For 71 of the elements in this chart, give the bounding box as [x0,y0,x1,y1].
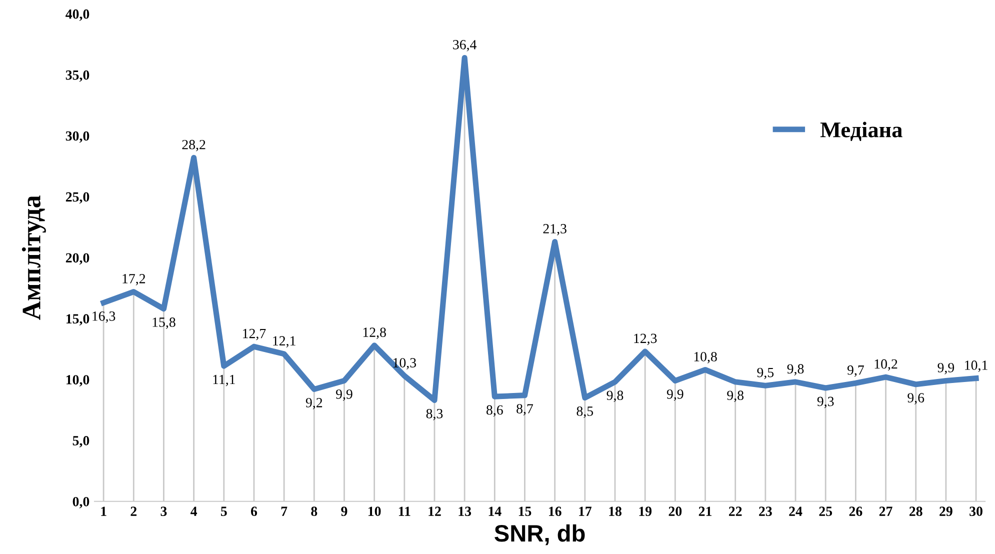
x-tick-label: 15 [518,506,532,516]
x-tick-label: 2 [130,506,137,516]
data-label: 12,3 [634,334,657,346]
data-label: 9,8 [727,390,744,402]
y-tick-label: 5,0 [72,436,90,448]
x-tick-label: 1 [101,506,106,516]
x-tick-label: 30 [970,506,982,516]
data-label: 9,9 [666,389,684,401]
x-tick-label: 23 [759,506,772,516]
x-tick-label: 16 [549,506,562,516]
x-tick-label: 14 [488,506,502,516]
x-tick-label: 20 [668,506,682,516]
y-tick-label: 20,0 [66,253,90,265]
y-tick-label: 15,0 [66,314,90,326]
data-label: 12,1 [273,336,296,348]
data-label: 16,3 [92,311,116,323]
x-tick-label: 28 [909,506,922,516]
y-tick-label: 30,0 [66,131,90,143]
x-tick-label: 8 [311,506,318,516]
y-tick-label: 40,0 [66,9,90,21]
data-label: 10,8 [694,352,717,364]
x-tick-label: 6 [250,506,258,516]
x-tick-label: 26 [849,506,862,516]
data-label: 9,7 [847,365,864,377]
y-tick-label: 25,0 [66,192,90,204]
data-label: 17,2 [122,274,146,286]
y-tick-label: 35,0 [66,70,90,82]
data-label: 8,3 [426,408,443,420]
data-label: 8,5 [576,406,594,418]
x-tick-label: 27 [879,506,892,516]
x-tick-label: 13 [458,506,472,516]
y-axis-title: Амплітуда [22,195,46,320]
data-label: 10,1 [965,360,988,372]
data-label: 9,6 [908,393,924,404]
y-tick-label: 10,0 [66,375,90,386]
data-label: 9,9 [938,363,954,374]
x-tick-label: 25 [819,506,832,516]
data-label: 12,8 [363,328,386,339]
data-label: 12,7 [243,328,266,340]
x-tick-label: 21 [698,506,712,516]
data-label: 28,2 [182,140,206,152]
x-tick-label: 24 [789,506,802,516]
x-tick-label: 22 [728,506,742,516]
data-label: 10,2 [874,359,898,371]
x-tick-label: 18 [609,506,622,516]
data-label: 9,8 [606,390,624,402]
data-label: 9,3 [817,396,834,408]
x-tick-label: 17 [579,506,592,516]
data-label: 9,2 [306,398,322,410]
x-tick-label: 7 [281,506,288,516]
x-tick-label: 9 [341,506,348,516]
x-tick-label: 4 [190,506,198,516]
x-tick-label: 3 [160,506,167,516]
legend-label: Медіана [820,122,902,142]
data-label: 8,6 [486,405,503,417]
x-tick-label: 12 [428,506,441,516]
y-tick-label: 0,0 [72,496,90,508]
data-label: 15,8 [152,318,176,329]
x-axis-title: SNR, db [494,524,585,546]
data-label: 11,1 [213,374,235,386]
x-tick-label: 29 [940,506,952,516]
data-label: 21,3 [543,224,566,236]
data-label: 8,7 [516,404,534,416]
x-tick-label: 19 [639,506,652,516]
data-label: 9,5 [757,368,774,380]
x-tick-label: 10 [368,506,381,516]
x-tick-label: 5 [220,506,227,516]
data-label: 36,4 [453,40,477,52]
data-label: 9,8 [787,364,804,376]
x-tick-label: 11 [398,506,410,516]
data-label: 9,9 [336,389,352,401]
